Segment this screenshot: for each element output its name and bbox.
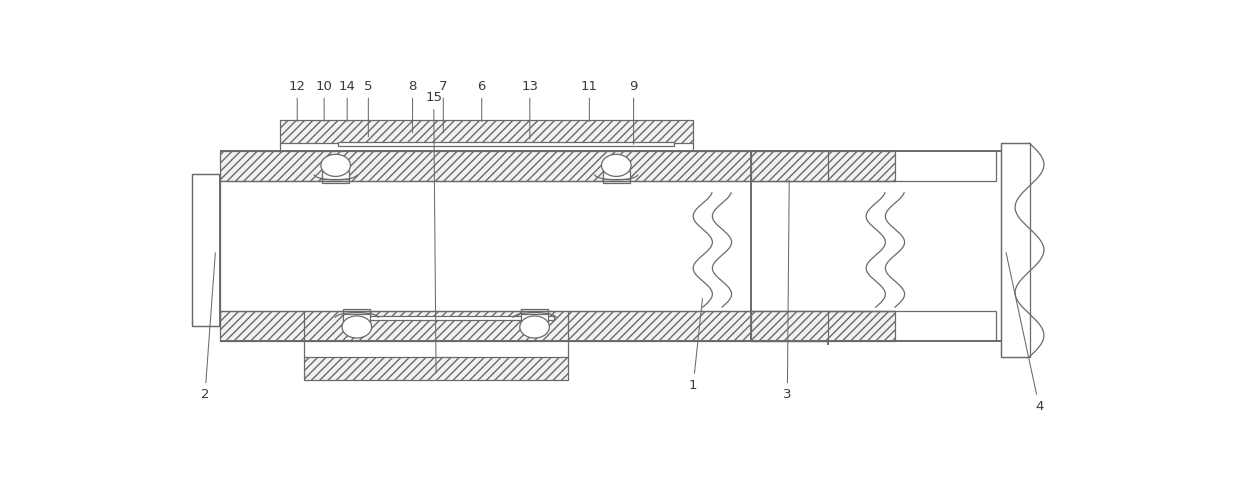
Text: 4: 4 [1006,252,1043,413]
Text: 5: 5 [365,80,372,137]
Text: 15: 15 [425,91,443,373]
Bar [751,151,828,181]
Ellipse shape [321,154,351,176]
Ellipse shape [520,316,549,338]
Bar [751,311,828,342]
Text: 7: 7 [439,80,448,133]
Bar [343,309,371,314]
Bar [322,179,350,183]
Text: 6: 6 [477,80,486,121]
Text: 10: 10 [316,80,332,121]
Bar [521,311,548,322]
Bar [191,174,221,326]
Bar [1001,143,1029,357]
Text: 12: 12 [289,80,306,121]
Text: 1: 1 [689,298,703,392]
Ellipse shape [601,154,631,176]
Text: 8: 8 [408,80,417,133]
Bar [304,357,568,380]
Bar [337,142,675,147]
Text: 14: 14 [339,80,356,121]
Text: 13: 13 [521,80,538,139]
Bar [521,309,548,314]
Bar [322,171,350,181]
Text: 11: 11 [580,80,598,121]
Ellipse shape [342,316,372,338]
Bar [221,151,895,181]
Bar [343,311,371,322]
Bar [221,311,895,342]
Text: 3: 3 [784,180,791,401]
Bar [280,120,693,143]
Bar [603,171,630,181]
Text: 2: 2 [201,253,216,401]
Bar [347,315,554,320]
Text: 9: 9 [630,80,637,144]
Bar [603,179,630,183]
